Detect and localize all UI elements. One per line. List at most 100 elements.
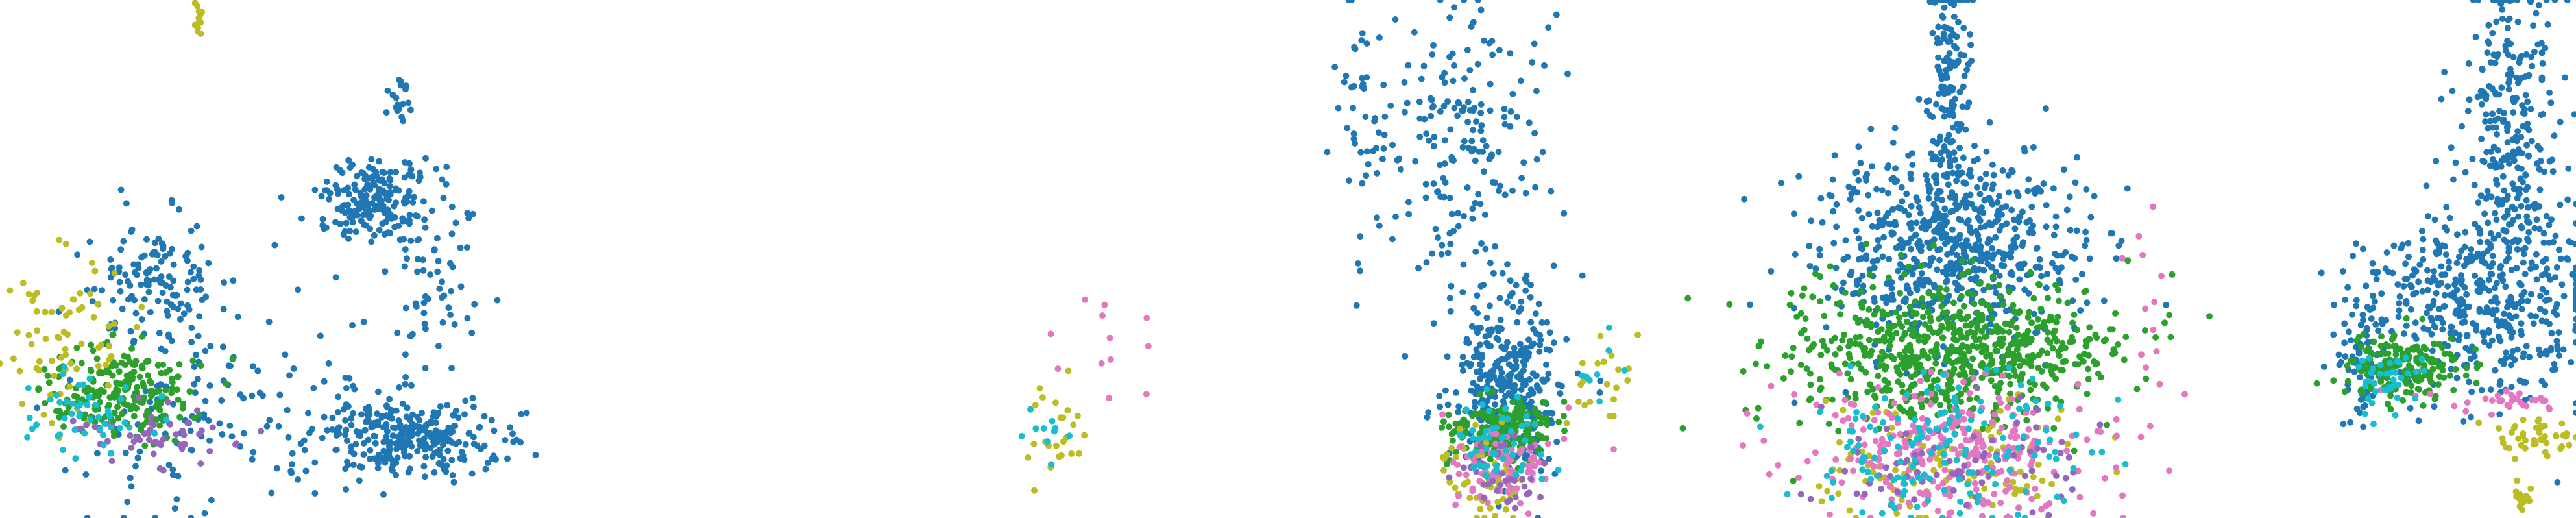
scatter-point: [1855, 256, 1862, 263]
scatter-point: [140, 421, 147, 428]
scatter-point: [1527, 386, 1535, 393]
scatter-point: [1498, 369, 1505, 376]
scatter-point: [409, 199, 417, 206]
scatter-point: [2540, 168, 2547, 175]
scatter-point: [1074, 412, 1081, 419]
scatter-point: [162, 387, 169, 394]
scatter-point: [1780, 375, 1787, 382]
scatter-point: [441, 292, 448, 299]
scatter-point: [2508, 297, 2515, 304]
scatter-point: [380, 447, 387, 454]
scatter-point: [1755, 343, 1762, 350]
scatter-point: [1506, 381, 1513, 388]
scatter-point: [470, 434, 477, 441]
scatter-point: [1459, 367, 1466, 374]
scatter-point: [1855, 235, 1862, 242]
scatter-point: [249, 456, 256, 463]
scatter-point: [2511, 206, 2518, 213]
scatter-point: [219, 431, 226, 438]
scatter-point: [482, 465, 489, 473]
scatter-point: [2390, 242, 2398, 249]
scatter-point: [273, 465, 280, 472]
scatter-point: [1945, 181, 1952, 188]
scatter-point: [1804, 335, 1811, 342]
scatter-point: [1533, 382, 1540, 389]
scatter-point: [188, 339, 195, 346]
scatter-point: [1841, 397, 1849, 404]
scatter-point: [1997, 327, 2004, 334]
scatter-point: [2523, 142, 2531, 149]
scatter-point: [2016, 276, 2023, 283]
scatter-point: [1940, 343, 1947, 350]
scatter-point: [360, 439, 367, 447]
scatter-point: [1541, 62, 1548, 69]
scatter-point: [1900, 408, 1907, 415]
scatter-point: [124, 499, 131, 506]
scatter-point: [2043, 502, 2050, 510]
scatter-point: [160, 361, 167, 368]
scatter-point: [1928, 369, 1935, 375]
scatter-point: [1841, 331, 1848, 338]
scatter-point: [1744, 410, 1751, 417]
scatter-point: [1927, 401, 1934, 408]
scatter-point: [1511, 345, 1518, 352]
scatter-point: [1910, 410, 1917, 417]
scatter-point: [1502, 506, 1509, 513]
scatter-point: [439, 441, 446, 449]
scatter-point: [1969, 0, 1976, 3]
scatter-point: [1437, 162, 1443, 169]
scatter-point: [1535, 515, 1542, 518]
scatter-point: [2412, 267, 2420, 275]
scatter-point: [2429, 301, 2436, 308]
scatter-point: [1558, 382, 1565, 389]
scatter-point: [2028, 319, 2035, 327]
scatter-point: [1469, 205, 1476, 212]
scatter-point: [367, 456, 373, 462]
scatter-point: [188, 515, 195, 518]
scatter-point: [2373, 276, 2380, 283]
scatter-point: [2019, 336, 2026, 343]
scatter-point: [1934, 63, 1941, 70]
scatter-point: [369, 166, 376, 173]
scatter-point: [1446, 295, 1453, 302]
scatter-point: [2414, 386, 2422, 392]
scatter-point: [2076, 353, 2084, 360]
scatter-point: [2573, 434, 2576, 441]
scatter-point: [431, 247, 438, 254]
scatter-point: [1483, 143, 1490, 150]
scatter-point: [2494, 180, 2501, 188]
scatter-point: [1459, 362, 1466, 369]
scatter-point: [28, 341, 35, 348]
scatter-point: [345, 235, 352, 242]
scatter-point: [1950, 299, 1957, 306]
scatter-point: [2370, 269, 2377, 276]
scatter-point: [187, 269, 194, 276]
scatter-point: [220, 306, 227, 313]
scatter-point: [1495, 336, 1502, 343]
scatter-point: [2519, 506, 2526, 513]
scatter-point: [2492, 124, 2499, 131]
scatter-point: [1840, 279, 1847, 286]
scatter-point: [1613, 384, 1620, 391]
scatter-point: [1928, 257, 1935, 264]
scatter-point: [1492, 430, 1500, 438]
scatter-point: [1441, 69, 1448, 77]
scatter-point: [386, 395, 393, 402]
scatter-point: [2052, 251, 2058, 258]
scatter-point: [1940, 34, 1947, 42]
scatter-point: [1801, 285, 1808, 292]
scatter-point: [2536, 225, 2543, 232]
scatter-point: [1499, 269, 1506, 277]
scatter-point: [381, 231, 388, 238]
scatter-point: [1879, 253, 1886, 260]
scatter-point: [1926, 188, 1933, 195]
scatter-point: [2400, 283, 2407, 290]
scatter-point: [1466, 67, 1474, 73]
scatter-point: [1557, 390, 1564, 397]
scatter-point: [164, 312, 171, 319]
scatter-point: [1516, 406, 1523, 413]
scatter-point: [169, 471, 176, 478]
scatter-point: [448, 365, 455, 372]
scatter-point: [1902, 439, 1909, 447]
scatter-point: [1441, 79, 1448, 86]
